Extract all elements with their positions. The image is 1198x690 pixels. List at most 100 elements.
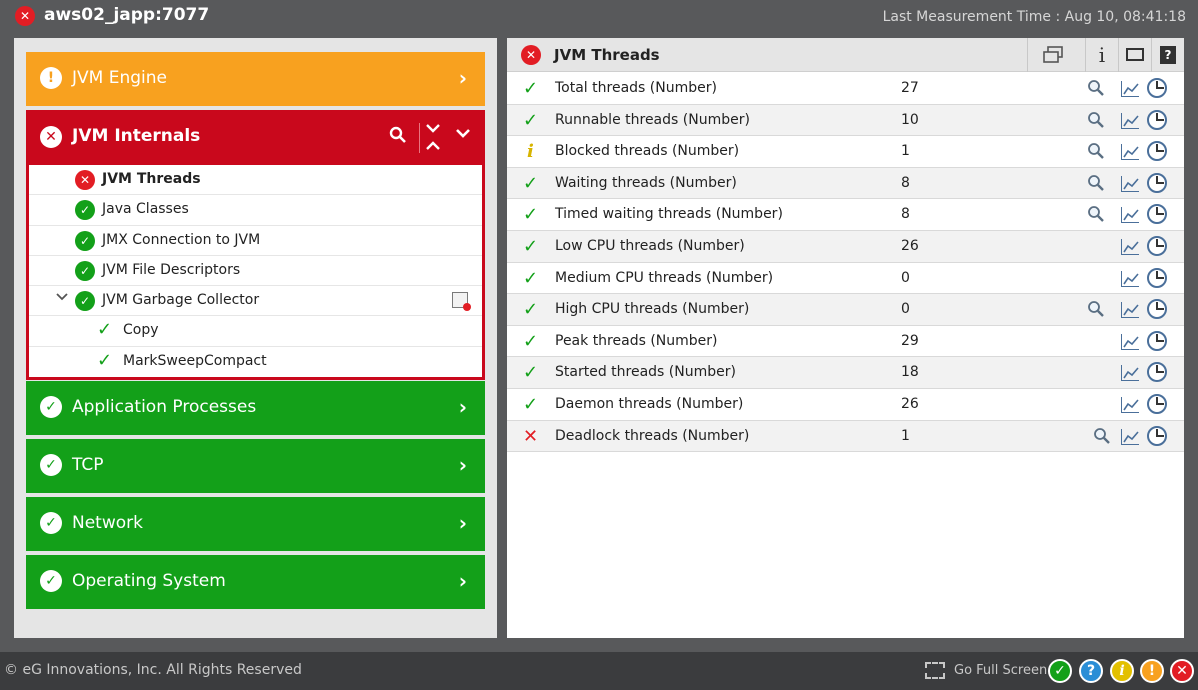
measure-name: Deadlock threads (Number) [555,427,750,444]
go-full-screen-link[interactable]: Go Full Screen [954,663,1048,678]
list-item[interactable]: ✓ JVM File Descriptors [29,256,482,287]
history-icon[interactable] [1147,362,1167,383]
history-icon[interactable] [1147,267,1167,288]
table-row[interactable]: ✓ Peak threads (Number) 29 [507,326,1184,358]
layer-network[interactable]: ✓ Network › [26,497,485,551]
table-row[interactable]: ✓ Low CPU threads (Number) 26 [507,231,1184,263]
history-icon[interactable] [1147,172,1167,193]
history-icon[interactable] [1147,109,1167,130]
test-label: Copy [123,322,159,339]
chevron-right-icon[interactable]: › [458,66,467,90]
layer-operating-system[interactable]: ✓ Operating System › [26,555,485,609]
table-row[interactable]: ✓ Timed waiting threads (Number) 8 [507,199,1184,231]
measure-name: Total threads (Number) [555,80,717,96]
layer-tcp[interactable]: ✓ TCP › [26,439,485,493]
layer-label: JVM Internals [72,126,201,146]
measure-name: Peak threads (Number) [555,332,718,349]
search-icon[interactable] [1087,79,1105,101]
measure-value: 8 [901,174,910,191]
details-report-icon[interactable] [452,292,471,312]
list-item[interactable]: ✓ Java Classes [29,195,482,226]
history-icon[interactable] [1147,425,1167,446]
layer-header[interactable]: ✕ JVM Internals [29,113,482,165]
error-x-icon: ✕ [40,126,62,148]
chevron-right-icon[interactable]: › [458,395,467,419]
divider [419,123,420,153]
graph-icon[interactable] [1121,270,1139,287]
layer-label: JVM Engine [72,68,167,88]
history-icon[interactable] [1147,394,1167,414]
fullscreen-icon[interactable] [925,662,945,679]
history-icon[interactable] [1147,236,1167,256]
layer-application-processes[interactable]: ✓ Application Processes › [26,381,485,435]
measure-value: 29 [901,332,919,349]
table-row[interactable]: i Blocked threads (Number) 1 [507,136,1184,168]
table-row[interactable]: ✓ Waiting threads (Number) 8 [507,167,1184,200]
check-circle-icon: ✓ [40,396,62,418]
chevron-down-icon[interactable] [455,124,471,145]
table-row[interactable]: ✕ Deadlock threads (Number) 1 [507,420,1184,453]
graph-icon[interactable] [1121,144,1139,161]
search-icon[interactable] [1087,142,1105,164]
layer-label: TCP [72,455,104,475]
history-icon[interactable] [1147,141,1167,162]
status-ok-filter-icon[interactable]: ✓ [1048,659,1072,683]
history-icon[interactable] [1147,78,1167,98]
graph-icon[interactable] [1121,302,1139,319]
info-icon[interactable]: i [1085,38,1118,72]
search-icon[interactable] [1093,427,1111,449]
table-row[interactable]: ✓ Daemon threads (Number) 26 [507,389,1184,421]
search-icon[interactable] [1087,205,1105,227]
status-info-filter-icon[interactable]: i [1110,659,1134,683]
chevron-right-icon[interactable]: › [458,511,467,535]
list-item[interactable]: ✓ MarkSweepCompact [29,347,482,377]
history-icon[interactable] [1147,330,1167,351]
measure-name: Waiting threads (Number) [555,174,737,191]
chevron-right-icon[interactable]: › [458,453,467,477]
table-row[interactable]: ✓ Runnable threads (Number) 10 [507,104,1184,137]
graph-icon[interactable] [1121,333,1139,350]
search-icon[interactable] [389,126,407,149]
layer-jvm-engine[interactable]: ! JVM Engine › [26,52,485,106]
check-circle-icon: ✓ [40,512,62,534]
measure-name: Medium CPU threads (Number) [555,269,774,286]
check-icon: ✓ [523,394,539,415]
table-row[interactable]: ✓ Started threads (Number) 18 [507,357,1184,389]
graph-icon[interactable] [1121,239,1139,255]
list-item[interactable]: ✓ Copy [29,316,482,347]
table-row[interactable]: ✓ Total threads (Number) 27 [507,73,1184,105]
search-icon[interactable] [1087,174,1105,196]
check-icon: ✓ [523,236,539,257]
graph-icon[interactable] [1121,428,1139,445]
list-item[interactable]: ✓ JVM Garbage Collector [29,286,482,317]
graph-icon[interactable] [1121,365,1139,382]
search-icon[interactable] [1087,111,1105,133]
search-icon[interactable] [1087,300,1105,322]
info-icon: i [527,141,534,163]
graph-icon[interactable] [1121,81,1139,97]
table-row[interactable]: ✓ Medium CPU threads (Number) 0 [507,263,1184,295]
layer-label: Operating System [72,571,226,591]
monitor-icon[interactable] [1118,38,1151,72]
status-unknown-filter-icon[interactable]: ? [1079,659,1103,683]
status-critical-filter-icon[interactable]: ✕ [1170,659,1194,683]
chevron-right-icon[interactable]: › [458,569,467,593]
help-icon[interactable]: ? [1151,38,1184,72]
graph-icon[interactable] [1121,112,1139,129]
collapse-all-icon[interactable] [425,123,441,153]
graph-icon[interactable] [1121,207,1139,224]
chevron-down-icon[interactable] [56,290,68,306]
history-icon[interactable] [1147,204,1167,225]
stack-windows-icon[interactable] [1027,38,1077,72]
check-icon: ✓ [523,109,539,131]
graph-icon[interactable] [1121,397,1139,413]
table-row[interactable]: ✓ High CPU threads (Number) 0 [507,294,1184,326]
measure-name: Timed waiting threads (Number) [555,206,783,223]
history-icon[interactable] [1147,299,1167,320]
status-warning-filter-icon[interactable]: ! [1140,659,1164,683]
check-circle-icon: ✓ [40,570,62,592]
list-item[interactable]: ✓ JMX Connection to JVM [29,226,482,256]
list-item[interactable]: ✕ JVM Threads [29,165,482,196]
check-circle-icon: ✓ [40,454,62,476]
graph-icon[interactable] [1121,175,1139,192]
